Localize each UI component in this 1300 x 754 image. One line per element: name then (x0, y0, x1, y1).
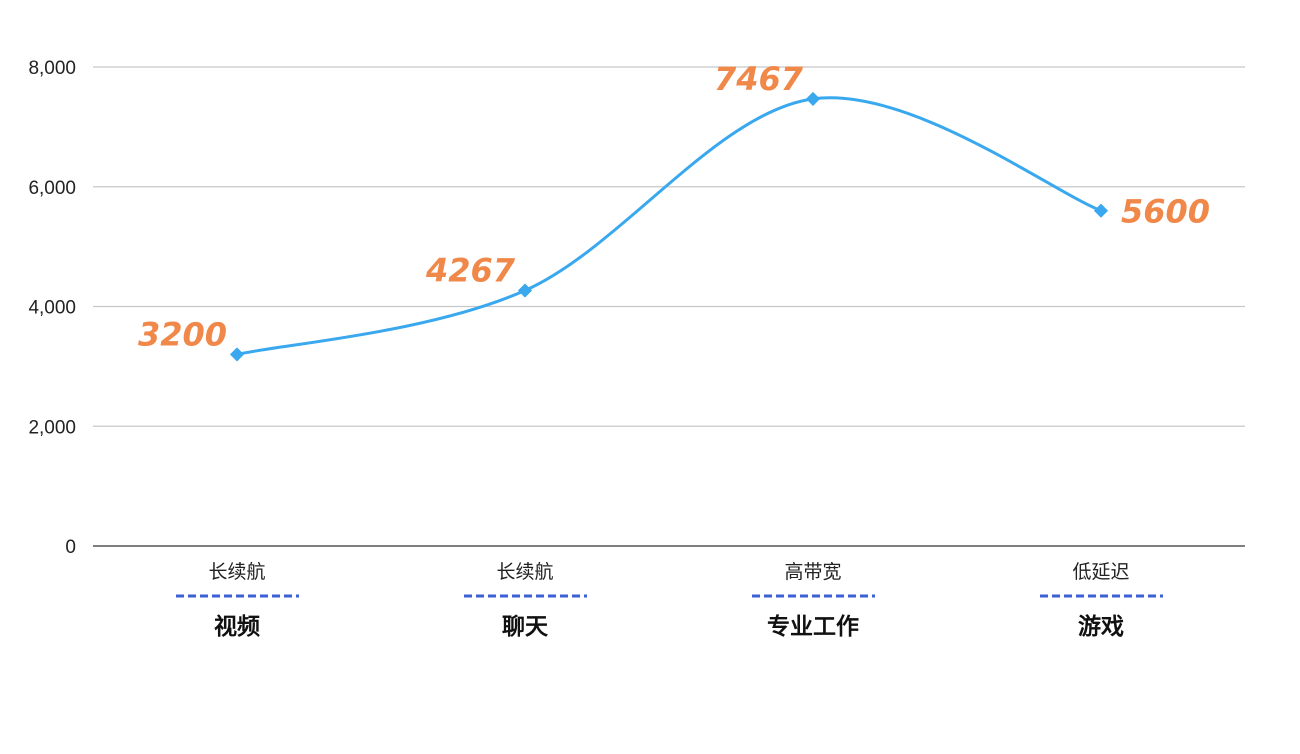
data-label: 7467 (714, 60, 804, 98)
data-label: 4267 (425, 252, 516, 290)
category-label: 聊天 (502, 613, 549, 640)
grid-lines (93, 66, 1245, 427)
y-tick-label: 4,000 (28, 298, 76, 319)
category-sublabel: 低延迟 (1072, 561, 1129, 583)
y-tick-label: 6,000 (28, 178, 76, 199)
y-axis-ticks: 0 2,000 4,000 6,000 8,000 (28, 58, 76, 558)
y-tick-label: 8,000 (28, 58, 76, 79)
data-point-marker (1093, 203, 1109, 218)
category-sublabel: 长续航 (496, 561, 553, 583)
data-label: 3200 (138, 315, 227, 353)
data-point-marker (517, 283, 533, 298)
category-label: 游戏 (1078, 613, 1124, 640)
y-tick-label: 0 (65, 537, 76, 558)
category-sublabel: 高带宽 (784, 561, 841, 583)
data-point-marker (805, 91, 821, 106)
data-label: 5600 (1121, 193, 1210, 231)
series-line (236, 96, 1102, 356)
category-label: 视频 (214, 613, 260, 640)
category-label: 专业工作 (767, 613, 859, 640)
category-sublabel: 长续航 (208, 561, 265, 583)
data-point-marker (229, 347, 245, 362)
data-points: 3200 4267 7467 5600 (138, 60, 1210, 362)
y-tick-label: 2,000 (28, 417, 76, 438)
